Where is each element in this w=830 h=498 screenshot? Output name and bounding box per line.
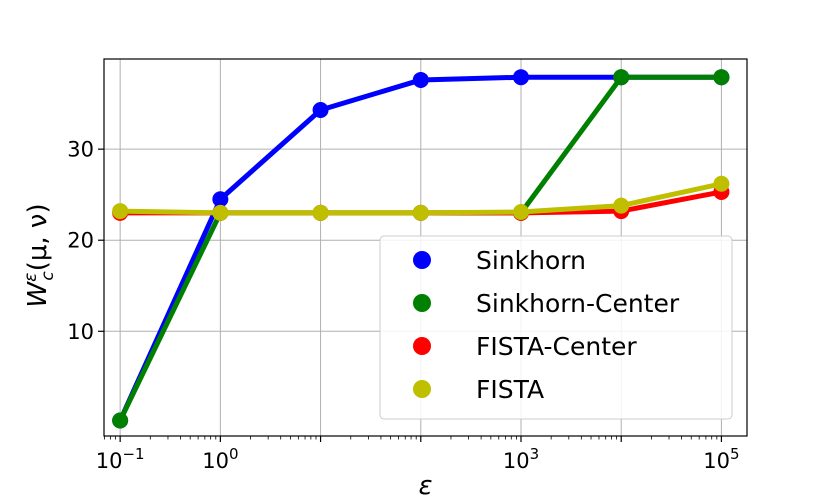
legend-label: Sinkhorn-Center	[476, 289, 680, 318]
legend-marker	[413, 380, 431, 398]
data-point	[312, 101, 329, 118]
data-point	[713, 175, 730, 192]
ticks: 10−1 100 103 105 10 20 30	[67, 138, 739, 473]
y-tick-label: 10	[67, 320, 94, 344]
plot-frame	[103, 58, 748, 437]
data-point	[512, 69, 529, 86]
y-tick-label: 20	[67, 229, 94, 253]
legend: Sinkhorn Sinkhorn-Center FISTA-Center FISTA	[379, 235, 733, 420]
data-point	[713, 69, 730, 86]
x-tick-label: 10−1	[96, 445, 145, 473]
x-tick-label: 103	[503, 445, 539, 473]
legend-label: FISTA	[476, 375, 544, 404]
series-layer	[112, 69, 730, 429]
series-fista	[112, 175, 730, 221]
data-point	[412, 204, 429, 221]
x-tick-label: 100	[202, 445, 238, 473]
x-axis-label: ε	[418, 471, 432, 498]
data-point	[613, 69, 630, 86]
legend-label: Sinkhorn	[476, 246, 586, 275]
legend-label: FISTA-Center	[476, 332, 637, 361]
data-point	[312, 204, 329, 221]
legend-marker	[413, 337, 431, 355]
data-point	[112, 203, 129, 220]
data-point	[412, 71, 429, 88]
legend-marker	[413, 294, 431, 312]
legend-marker	[413, 251, 431, 269]
x-tick-label: 105	[703, 445, 739, 473]
data-point	[112, 412, 129, 429]
y-axis-label: Wεc(μ, ν)	[21, 203, 58, 307]
data-point	[212, 204, 229, 221]
data-point	[512, 203, 529, 220]
legend-box	[379, 235, 733, 420]
data-point	[212, 191, 229, 208]
data-point	[613, 197, 630, 214]
y-tick-label: 30	[67, 138, 94, 162]
